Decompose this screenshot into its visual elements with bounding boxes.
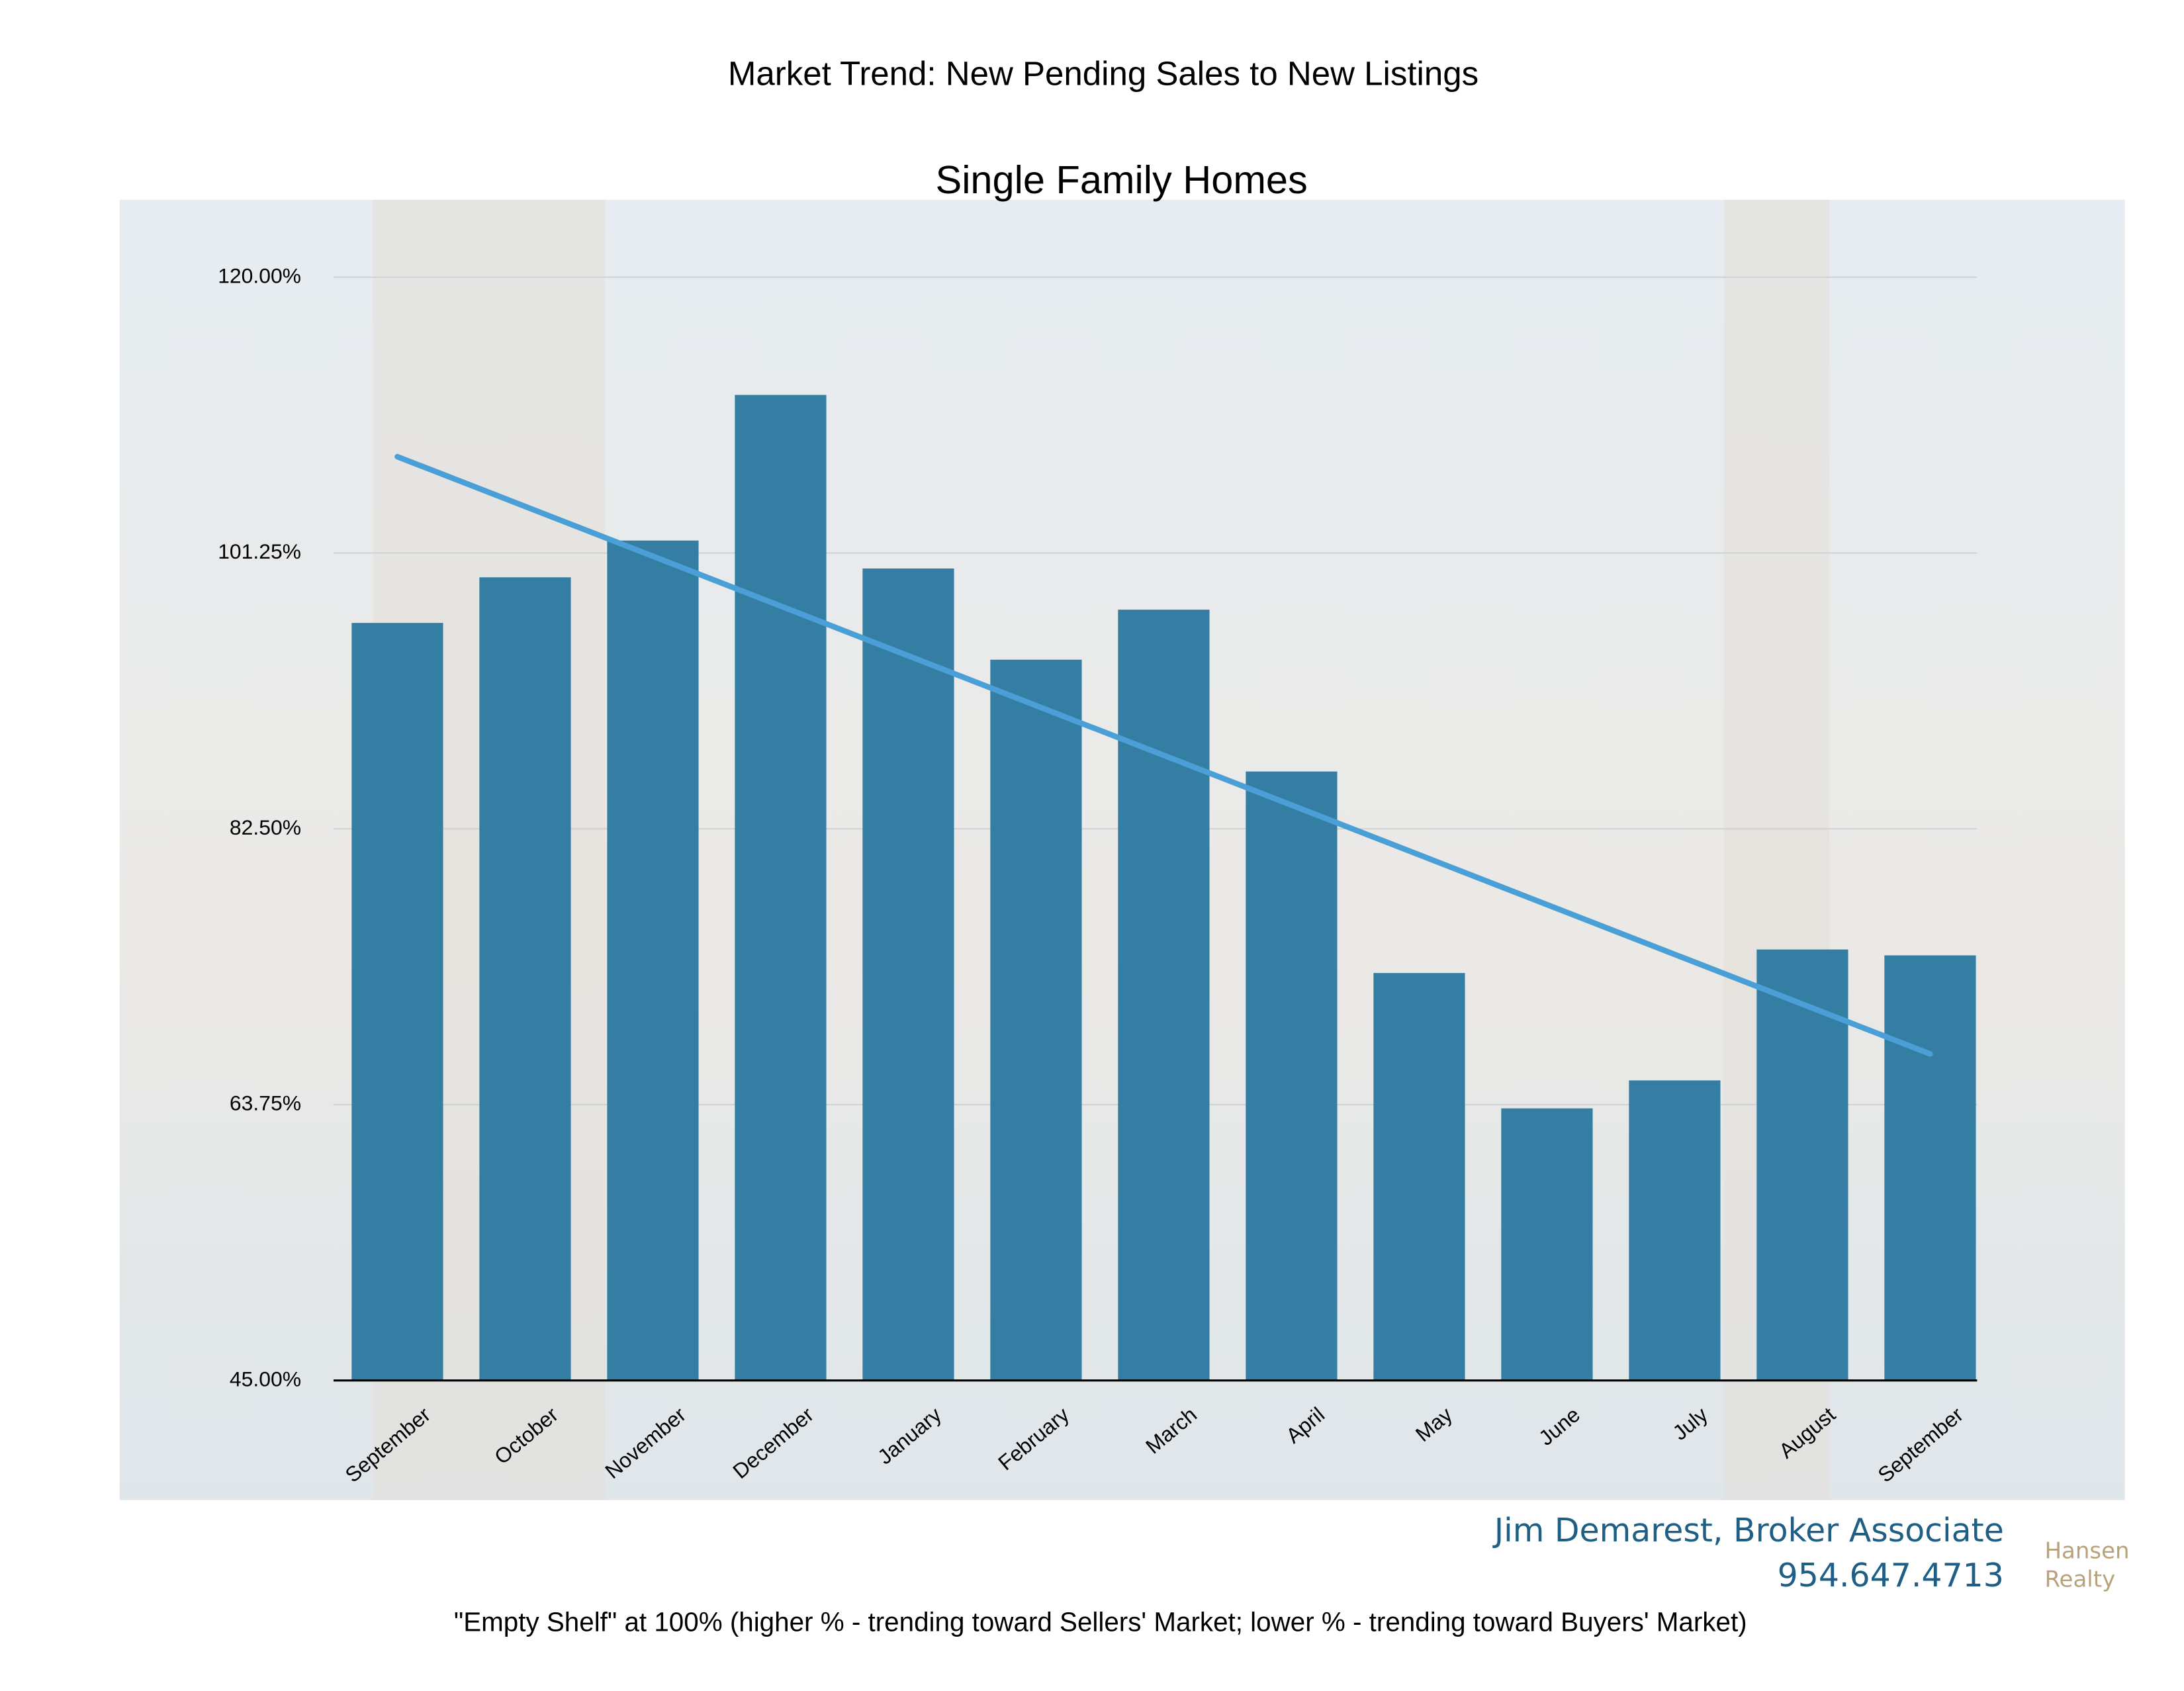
brand-line: Hansen xyxy=(2044,1538,2129,1565)
trend-line xyxy=(394,453,1933,1057)
bar xyxy=(1756,949,1848,1381)
bar xyxy=(1246,771,1338,1381)
bar xyxy=(1373,973,1465,1381)
bar xyxy=(1501,1108,1593,1381)
bar xyxy=(862,568,954,1381)
chart-subtitle: Single Family Homes xyxy=(936,158,1308,202)
bar xyxy=(990,659,1082,1381)
bar xyxy=(479,577,571,1381)
y-tick-label: 101.25% xyxy=(218,539,301,563)
y-tick-label: 120.00% xyxy=(218,263,301,287)
agent-name: Jim Demarest, Broker Associate xyxy=(1492,1512,2004,1549)
bar xyxy=(1629,1080,1721,1381)
y-tick-label: 63.75% xyxy=(230,1091,301,1115)
footnote: "Empty Shelf" at 100% (higher % - trendi… xyxy=(454,1606,1747,1637)
bar xyxy=(1118,610,1210,1381)
chart-title: Market Trend: New Pending Sales to New L… xyxy=(728,54,1479,92)
bar xyxy=(607,540,699,1381)
agent-phone: 954.647.4713 xyxy=(1778,1557,2004,1594)
bar xyxy=(351,623,443,1381)
bar xyxy=(735,394,827,1381)
y-tick-label: 45.00% xyxy=(230,1367,301,1391)
bar xyxy=(1884,955,1976,1381)
brand-line: Realty xyxy=(2044,1566,2115,1592)
y-tick-label: 82.50% xyxy=(230,815,301,839)
